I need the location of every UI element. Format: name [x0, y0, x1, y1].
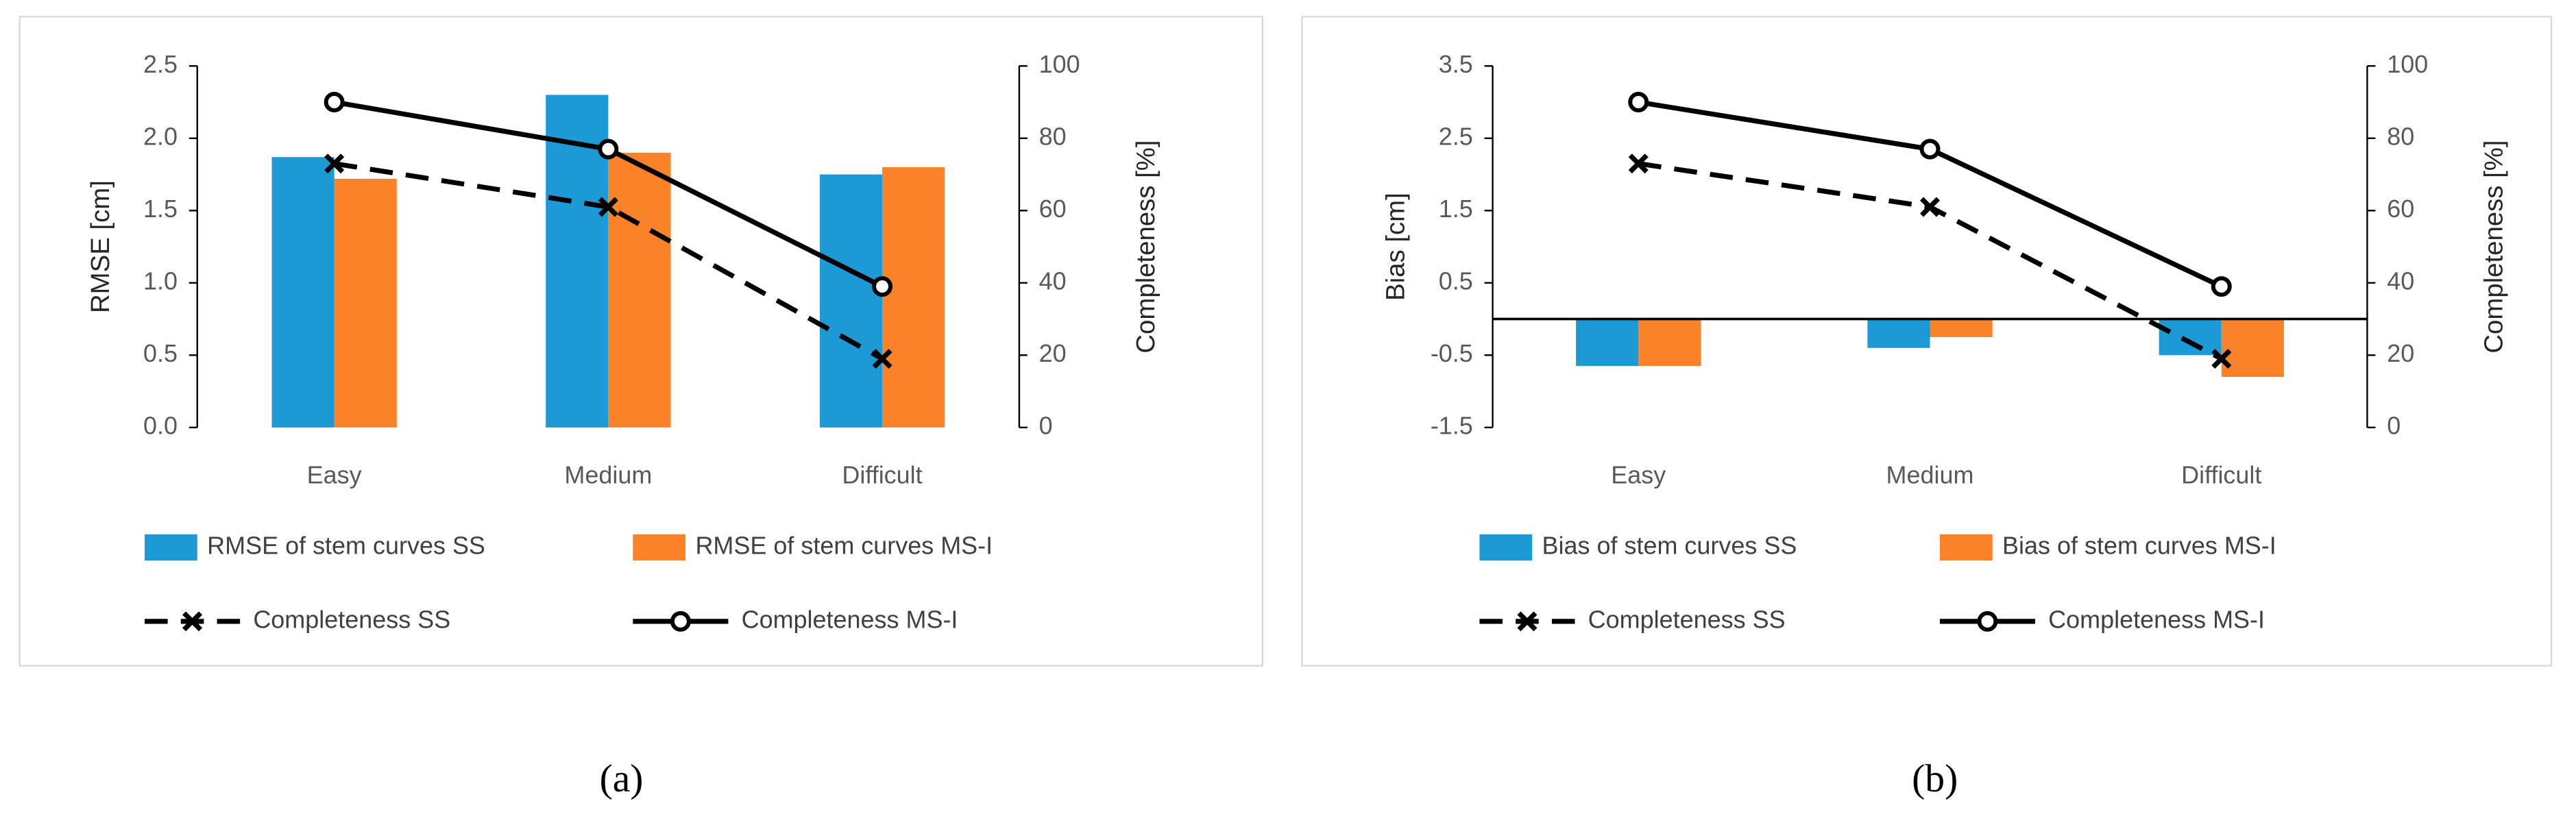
y-axis-title: RMSE [cm] — [86, 180, 115, 313]
line-marker — [1919, 138, 1941, 160]
x-tick-label: Difficult — [842, 460, 922, 489]
bar — [334, 178, 397, 428]
line-marker — [324, 153, 345, 174]
y-tick-label: 2.5 — [143, 50, 178, 78]
bar — [1867, 319, 1930, 348]
y-tick-label: 3.5 — [1439, 50, 1473, 78]
y-tick-label: 0.5 — [143, 339, 178, 367]
legend-swatch — [145, 534, 197, 561]
bar — [1930, 319, 1993, 337]
legend-label: Bias of stem curves MS-I — [2002, 531, 2276, 559]
y-tick-label: 1.5 — [1439, 195, 1473, 223]
x-tick-label: Easy — [307, 460, 362, 489]
y-tick-label: -1.5 — [1431, 411, 1473, 439]
y2-tick-label: 60 — [1039, 195, 1067, 223]
y2-tick-label: 60 — [2387, 195, 2414, 223]
y-tick-label: -0.5 — [1431, 339, 1473, 367]
y-tick-label: 2.5 — [1439, 122, 1473, 150]
legend-marker — [182, 611, 203, 632]
line-marker — [1628, 153, 1649, 174]
legend-label: RMSE of stem curves MS-I — [695, 531, 993, 559]
legend-swatch — [1479, 534, 1533, 561]
legend-marker — [670, 610, 691, 632]
y2-tick-label: 80 — [2387, 122, 2414, 150]
line-marker — [598, 197, 618, 217]
bar — [1576, 319, 1639, 367]
legend-marker — [1517, 611, 1538, 632]
bar — [271, 157, 335, 428]
legend-label: Completeness MS-I — [2048, 605, 2265, 633]
bar — [1638, 319, 1701, 367]
y2-tick-label: 80 — [1039, 122, 1067, 150]
y2-tick-label: 20 — [1039, 339, 1067, 367]
legend-swatch — [1939, 534, 1993, 561]
x-tick-label: Medium — [1886, 460, 1974, 489]
bar — [882, 167, 945, 428]
y2-tick-label: 100 — [1039, 50, 1080, 78]
line — [334, 161, 884, 361]
legend-label: Completeness MS-I — [742, 605, 958, 633]
line-marker — [1628, 92, 1649, 113]
y2-axis-title: Completeness [%] — [1131, 140, 1161, 353]
chart: 0.0 0.5 1.0 1.5 2.0 2.5 0 20 40 60 80 100 RMSE [cm] C… — [19, 16, 1264, 800]
legend-marker — [1977, 610, 1998, 632]
y2-tick-label: 40 — [1039, 267, 1067, 295]
line-marker — [598, 138, 619, 160]
y-axis-title: Bias [cm] — [1381, 193, 1411, 301]
caption: (a) — [600, 757, 644, 800]
line-marker — [872, 349, 892, 369]
chart: -1.5 -0.5 0.5 1.5 2.5 3.5 0 20 40 60 80 100 Bias [cm… — [1301, 16, 2553, 800]
bar — [608, 152, 671, 428]
y-tick-label: 1.5 — [143, 195, 178, 223]
line-marker — [872, 276, 893, 297]
y2-tick-label: 20 — [2387, 339, 2414, 367]
line-marker — [1919, 197, 1941, 217]
x-tick-label: Easy — [1611, 460, 1666, 489]
y2-tick-label: 0 — [1039, 411, 1053, 439]
y2-axis-title: Completeness [%] — [2479, 140, 2509, 353]
bar — [2221, 319, 2284, 378]
bar — [819, 174, 883, 428]
line-marker — [324, 92, 345, 113]
y-tick-label: 2.0 — [143, 122, 178, 150]
legend-label: Completeness SS — [1588, 605, 1786, 633]
y2-tick-label: 100 — [2387, 50, 2428, 78]
y-tick-label: 0.5 — [1439, 267, 1473, 295]
caption: (b) — [1912, 757, 1958, 800]
y-tick-label: 1.0 — [143, 267, 178, 295]
x-tick-label: Medium — [564, 460, 652, 489]
y2-tick-label: 0 — [2387, 411, 2401, 439]
legend-label: Bias of stem curves SS — [1542, 531, 1797, 559]
line-marker — [2211, 349, 2232, 369]
line-marker — [2211, 276, 2232, 297]
y2-tick-label: 40 — [2387, 267, 2414, 295]
y-tick-label: 0.0 — [143, 411, 178, 439]
legend-swatch — [633, 534, 686, 561]
x-tick-label: Difficult — [2181, 460, 2261, 489]
bar — [546, 95, 609, 428]
legend-label: Completeness SS — [253, 605, 450, 633]
legend-label: RMSE of stem curves SS — [207, 531, 485, 559]
bar — [2159, 319, 2222, 356]
